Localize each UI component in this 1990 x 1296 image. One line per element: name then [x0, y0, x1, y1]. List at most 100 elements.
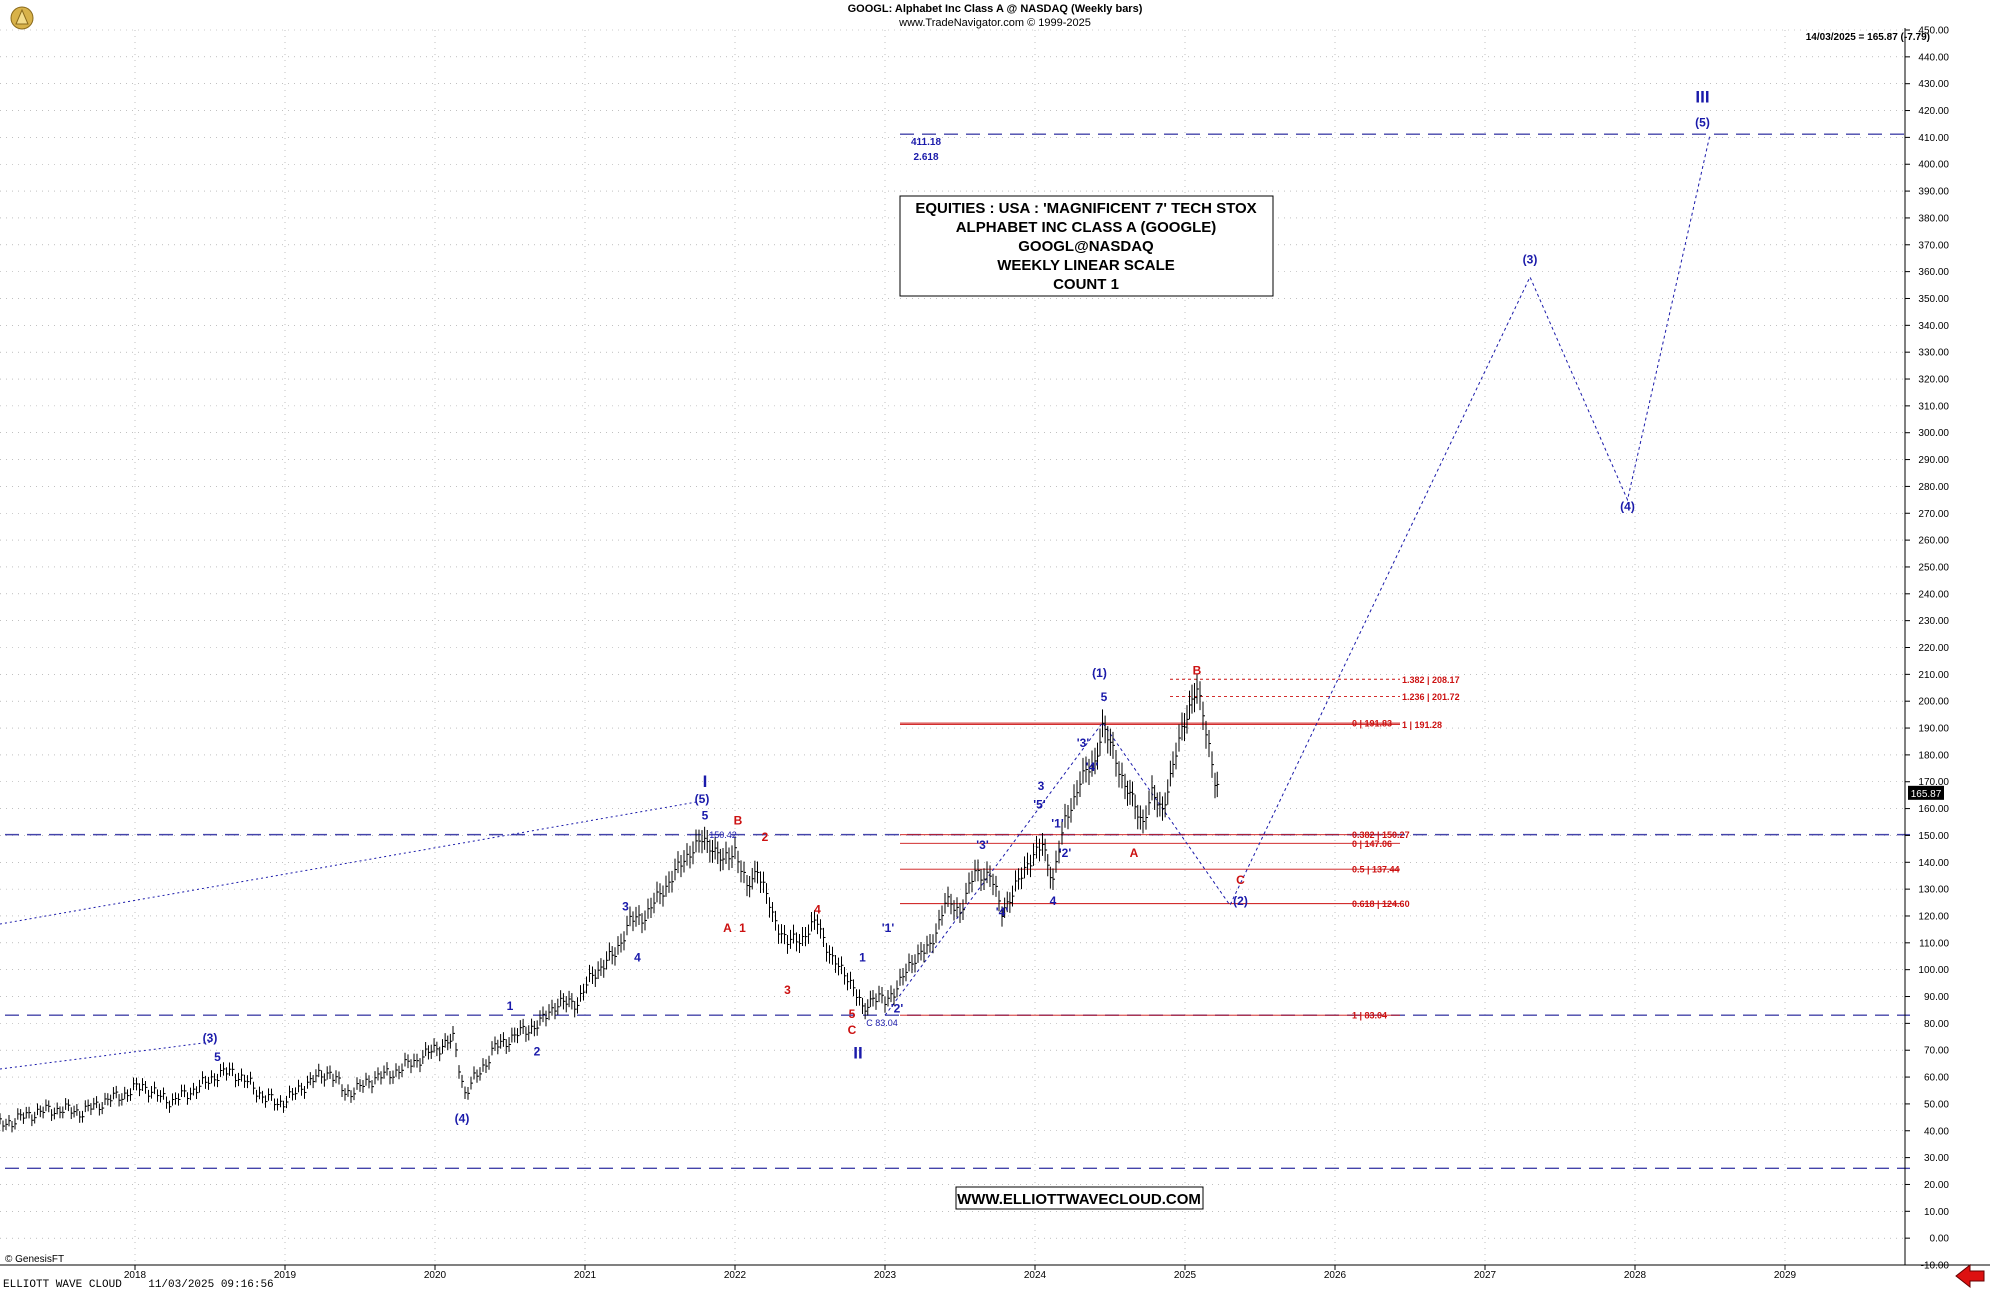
x-tick-label: 2018: [124, 1270, 147, 1281]
y-tick-label: 0.00: [1930, 1234, 1950, 1245]
small-annotation: 150.42: [709, 830, 737, 840]
y-tick-label: 150.00: [1918, 831, 1949, 842]
wave-label: (4): [1620, 500, 1635, 514]
wave-label: (3): [1523, 253, 1538, 267]
y-tick-label: 290.00: [1918, 455, 1949, 466]
y-tick-label: 100.00: [1918, 965, 1949, 976]
y-tick-label: 440.00: [1918, 52, 1949, 63]
y-tick-label: 10.00: [1924, 1207, 1949, 1218]
y-tick-label: 50.00: [1924, 1099, 1949, 1110]
wave-label: '4': [996, 905, 1009, 919]
fib-level-label: 0 | 147.06: [1352, 839, 1392, 849]
wave-label: 4: [1050, 894, 1057, 908]
x-tick-label: 2020: [424, 1270, 447, 1281]
wave-label: '1': [1051, 816, 1064, 830]
x-tick-label: 2022: [724, 1270, 747, 1281]
y-tick-label: 180.00: [1918, 750, 1949, 761]
wave-label: '2': [1059, 846, 1072, 860]
fib-level-label: 1.236 | 201.72: [1402, 692, 1460, 702]
y-tick-label: 270.00: [1918, 509, 1949, 520]
y-tick-label: 250.00: [1918, 562, 1949, 573]
channel-line: [0, 800, 706, 925]
y-tick-label: 230.00: [1918, 616, 1949, 627]
y-axis-layer: -10.00 0.00 10.00 20.00 30.00 40.00 50.00 60.00…: [1904, 26, 1950, 1272]
wave-label: (4): [455, 1112, 470, 1126]
wave-label: 4: [634, 951, 641, 965]
x-tick-label: 2023: [874, 1270, 897, 1281]
y-tick-label: 140.00: [1918, 858, 1949, 869]
wave-label: '1': [882, 921, 895, 935]
wave-label: II: [853, 1043, 862, 1062]
price-layer: [0, 674, 1220, 1133]
y-tick-label: 430.00: [1918, 79, 1949, 90]
genesis-logo-icon: [10, 6, 34, 30]
wave-label: C: [1236, 873, 1245, 887]
y-tick-label: 280.00: [1918, 482, 1949, 493]
wave-label: B: [1193, 663, 1202, 677]
wave-label: I: [703, 772, 708, 791]
info-line-3: GOOGL@NASDAQ: [1018, 238, 1154, 255]
wave-label: 1: [859, 951, 866, 965]
fib-level-label: 0.618 | 124.60: [1352, 899, 1410, 909]
footer-credit: © GenesisFT: [5, 1254, 64, 1265]
y-tick-label: 190.00: [1918, 724, 1949, 735]
fib-level-label: 0.382 | 150.27: [1352, 830, 1410, 840]
y-tick-label: 340.00: [1918, 321, 1949, 332]
wave-label: (3): [203, 1031, 218, 1045]
x-tick-label: 2024: [1024, 1270, 1047, 1281]
wave-label: '2': [891, 1002, 904, 1016]
y-tick-label: 70.00: [1924, 1046, 1949, 1057]
y-tick-label: 310.00: [1918, 401, 1949, 412]
y-tick-label: 410.00: [1918, 133, 1949, 144]
wave-label: III: [1695, 87, 1709, 106]
y-tick-label: 390.00: [1918, 187, 1949, 198]
small-annotation: C 83.04: [866, 1018, 898, 1028]
y-tick-label: 220.00: [1918, 643, 1949, 654]
x-tick-label: 2029: [1774, 1270, 1797, 1281]
y-tick-label: 200.00: [1918, 697, 1949, 708]
extension-target-ratio: 2.618: [913, 152, 938, 163]
wave-label: A: [723, 921, 732, 935]
wave-label: 5: [849, 1007, 856, 1021]
website-box[interactable]: [955, 1186, 1204, 1210]
y-tick-label: 360.00: [1918, 267, 1949, 278]
wave-label: 3: [622, 900, 629, 914]
x-tick-label: 2025: [1174, 1270, 1197, 1281]
wave-label: A: [1130, 846, 1139, 860]
wave-label: 5: [702, 808, 709, 822]
info-line-1: EQUITIES : USA : 'MAGNIFICENT 7' TECH ST…: [915, 200, 1256, 217]
scroll-right-arrow-icon[interactable]: [1955, 1263, 1985, 1289]
y-tick-label: 170.00: [1918, 777, 1949, 788]
last-price-value: 165.87: [1911, 789, 1942, 800]
wave-label: 1: [507, 999, 514, 1013]
y-tick-label: 370.00: [1918, 240, 1949, 251]
x-tick-label: 2028: [1624, 1270, 1647, 1281]
wave-label: 2: [762, 830, 769, 844]
wave-label: (5): [695, 792, 710, 806]
y-tick-label: 400.00: [1918, 160, 1949, 171]
y-tick-label: 160.00: [1918, 804, 1949, 815]
wave-label: 3: [784, 983, 791, 997]
y-tick-label: 450.00: [1918, 26, 1949, 37]
wave-label: '5': [1033, 798, 1046, 812]
x-tick-label: 2019: [274, 1270, 297, 1281]
wave-projection-layer: [0, 134, 1711, 1070]
wave-label: 3: [1038, 779, 1045, 793]
y-tick-label: 260.00: [1918, 536, 1949, 547]
wave-label: 5: [214, 1050, 221, 1064]
x-tick-label: 2021: [574, 1270, 597, 1281]
y-tick-label: 300.00: [1918, 428, 1949, 439]
x-tick-label: 2026: [1324, 1270, 1347, 1281]
fib-level-label: 0 | 191.83: [1352, 719, 1392, 729]
wave-label: '4': [1086, 760, 1099, 774]
y-tick-label: -10.00: [1921, 1261, 1950, 1272]
website-link[interactable]: WWW.ELLIOTTWAVECLOUD.COM: [957, 1191, 1201, 1208]
wave-label: '3': [1077, 736, 1090, 750]
last-price-note: 14/03/2025 = 165.87 (-7.79): [1806, 32, 1930, 43]
chart-title: GOOGL: Alphabet Inc Class A @ NASDAQ (We…: [848, 3, 1143, 15]
y-tick-label: 80.00: [1924, 1019, 1949, 1030]
footer-status-line: ELLIOTT WAVE CLOUD 11/03/2025 09:16:56: [3, 1279, 274, 1291]
fib-level-label: 1 | 191.28: [1402, 720, 1442, 730]
